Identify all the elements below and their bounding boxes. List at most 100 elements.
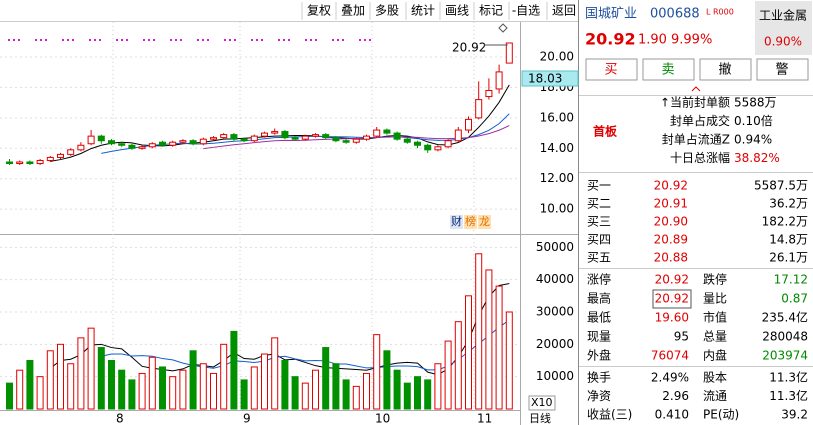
- candle-body: [312, 134, 319, 137]
- cursor-price: 18.03: [528, 72, 562, 86]
- signal-dot: [18, 39, 20, 41]
- signal-dot: [229, 39, 231, 41]
- fin-label: PE(动): [703, 408, 739, 422]
- volume-bar: [485, 269, 493, 410]
- book-volume: 36.2万: [769, 197, 808, 211]
- book-price: 20.90: [654, 215, 688, 229]
- book-price: 20.88: [654, 251, 688, 265]
- volume-scale: X10: [531, 396, 553, 409]
- trade-button[interactable]: [699, 58, 752, 81]
- fin-value: 39.2: [781, 408, 808, 422]
- book-price: 20.89: [654, 233, 688, 247]
- trade-button-label[interactable]: 撤: [718, 62, 731, 78]
- trade-button[interactable]: [756, 58, 809, 81]
- volume-bar: [36, 376, 44, 410]
- volume-bar: [16, 369, 24, 410]
- volume-bar: [87, 327, 95, 410]
- candle-body: [281, 131, 289, 139]
- badge: 龙: [479, 215, 490, 228]
- signal-dot: [234, 39, 236, 41]
- stat-label: 量比: [703, 292, 727, 306]
- toolbar-button[interactable]: 叠加: [341, 4, 365, 18]
- book-volume: 182.2万: [762, 215, 808, 229]
- toolbar-button[interactable]: 复权: [307, 4, 331, 18]
- volume-bar: [281, 359, 289, 410]
- candle-body: [454, 129, 462, 142]
- candle-body: [46, 156, 54, 161]
- signal-dot: [121, 39, 123, 41]
- candle-body: [77, 144, 85, 151]
- candle-body: [383, 129, 391, 134]
- signal-dot: [89, 39, 91, 41]
- volume-bar: [230, 330, 238, 410]
- expand-chevron[interactable]: [691, 86, 701, 92]
- signal-dot: [261, 39, 263, 41]
- annotation-diamond: [498, 23, 508, 33]
- board-tag: 首板: [593, 124, 618, 139]
- stat-label: 涨停: [587, 272, 611, 287]
- volume-bar: [352, 385, 360, 410]
- volume-bar: [465, 295, 472, 410]
- month-label: 9: [243, 412, 251, 425]
- book-level: 买三: [587, 215, 611, 229]
- volume-bar: [271, 337, 279, 410]
- candle-body: [87, 135, 95, 145]
- sector-box: [755, 1, 812, 55]
- fin-value: 2.96: [662, 389, 689, 403]
- candle-body: [36, 159, 44, 165]
- trade-button[interactable]: [585, 58, 638, 81]
- volume-bar: [118, 369, 126, 410]
- toolbar-button[interactable]: -自选: [512, 4, 540, 18]
- toolbar-button[interactable]: 画线: [445, 4, 469, 18]
- volume-bar: [505, 311, 513, 410]
- volume-bar: [475, 253, 483, 410]
- trade-button[interactable]: [642, 58, 695, 81]
- volume-bar: [373, 334, 381, 410]
- signal-dot: [310, 39, 312, 41]
- signal-dot: [278, 39, 280, 41]
- fin-label: 流通: [703, 389, 727, 403]
- volume-bar: [291, 376, 299, 410]
- stock-code: 000688: [650, 7, 700, 22]
- volume-bar: [159, 366, 166, 410]
- toolbar-button[interactable]: 统计: [411, 4, 435, 18]
- candle-body: [118, 143, 126, 146]
- candle-body: [189, 140, 197, 145]
- stat-label: 市值: [703, 310, 727, 325]
- limit-label: 封单占流通Z: [662, 132, 730, 147]
- fin-label: 股本: [703, 371, 727, 385]
- fin-value: 2.49%: [651, 371, 689, 385]
- signal-dot: [13, 39, 15, 41]
- volume-bar: [108, 359, 115, 410]
- trade-button-label[interactable]: 卖: [661, 63, 674, 78]
- signal-dot: [359, 39, 361, 41]
- volume-bar: [57, 343, 64, 410]
- signal-dot: [315, 39, 317, 41]
- trade-button-label[interactable]: 警: [775, 62, 788, 78]
- month-label: 11: [477, 412, 492, 425]
- candle-body: [291, 137, 299, 140]
- volume-bar: [46, 350, 54, 410]
- vol-tick-label: 10000: [536, 369, 574, 383]
- stock-flags: L R000: [706, 8, 734, 17]
- sector-name[interactable]: 工业金属: [759, 8, 807, 23]
- volume-bar: [332, 363, 340, 410]
- vol-tick-label: 40000: [536, 272, 574, 286]
- fin-value: 11.3亿: [769, 388, 808, 403]
- fin-value: 11.3亿: [769, 370, 808, 385]
- change: 1.90: [638, 33, 667, 48]
- stat-value: 76074: [651, 349, 689, 363]
- toolbar-button[interactable]: 多股: [375, 4, 399, 18]
- trade-button-label[interactable]: 买: [604, 63, 617, 78]
- book-price: 20.91: [654, 197, 688, 211]
- candle-body: [414, 141, 421, 146]
- toolbar-button[interactable]: 标记: [479, 4, 503, 18]
- sector-change: 0.90%: [764, 35, 802, 49]
- volume-bar: [495, 285, 503, 410]
- candle-body: [128, 144, 136, 149]
- volume-bar: [26, 359, 34, 410]
- stat-value: 235.4亿: [762, 310, 808, 325]
- signal-dot: [67, 39, 69, 41]
- toolbar-button[interactable]: 返回: [552, 4, 576, 18]
